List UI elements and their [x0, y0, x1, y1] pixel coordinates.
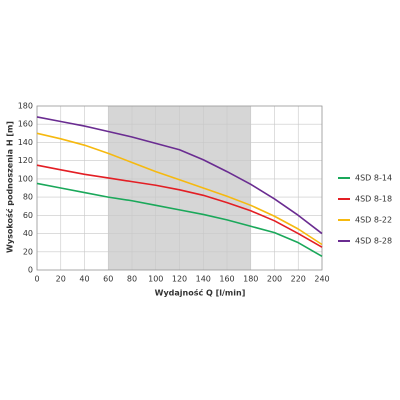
series-line — [36, 132, 323, 246]
x-tick-label: 80 — [127, 275, 137, 284]
x-tick-label: 20 — [56, 275, 66, 284]
legend-label: 4SD 8-22 — [355, 216, 392, 225]
y-tick-label: 60 — [23, 211, 33, 220]
legend-label: 4SD 8-14 — [355, 174, 392, 183]
x-tick-label: 100 — [148, 275, 163, 284]
x-tick-label: 120 — [172, 275, 187, 284]
x-tick-label: 60 — [103, 275, 113, 284]
y-tick-label: 0 — [28, 266, 33, 275]
y-tick-label: 20 — [23, 247, 33, 256]
y-tick-label: 180 — [18, 102, 33, 111]
series-line — [36, 164, 323, 248]
series-line — [36, 116, 323, 235]
x-tick-label: 200 — [267, 275, 282, 284]
legend-label: 4SD 8-18 — [355, 195, 392, 204]
x-tick-label: 160 — [219, 275, 234, 284]
x-tick-label: 180 — [243, 275, 258, 284]
y-tick-label: 140 — [18, 138, 33, 147]
y-tick-label: 120 — [18, 156, 33, 165]
x-tick-label: 220 — [291, 275, 306, 284]
x-axis-label: Wydajność Q [l/min] — [155, 288, 246, 298]
y-axis-label: Wysokość podnoszenia H [m] — [5, 121, 15, 253]
x-tick-label: 40 — [79, 275, 89, 284]
y-tick-label: 80 — [23, 193, 33, 202]
legend-label: 4SD 8-28 — [355, 237, 392, 246]
x-tick-label: 140 — [196, 275, 211, 284]
plot-frame — [36, 105, 323, 271]
y-tick-label: 160 — [18, 120, 33, 129]
series-line — [36, 182, 323, 258]
y-tick-label: 100 — [18, 174, 33, 183]
x-tick-label: 0 — [34, 275, 39, 284]
y-tick-label: 40 — [23, 229, 33, 238]
x-tick-label: 240 — [314, 275, 329, 284]
